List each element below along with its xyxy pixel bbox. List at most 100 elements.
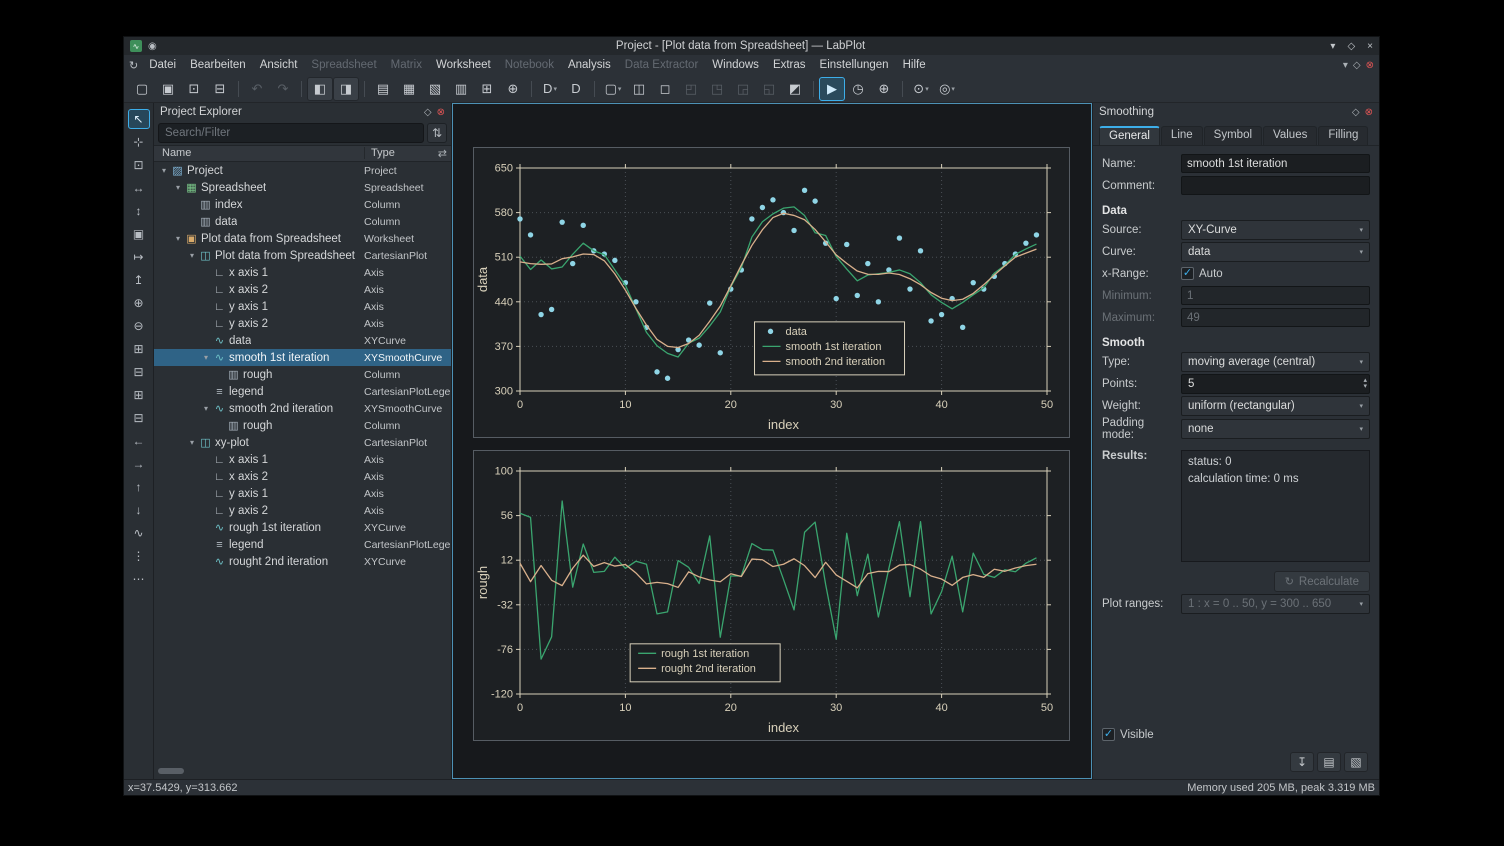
shift-left-x-button[interactable]: ← [128,431,150,451]
menu-analysis[interactable]: Analysis [561,58,618,72]
auto-checkbox[interactable] [1181,267,1194,280]
auto-scale-x-button[interactable]: ↦ [128,247,150,267]
type-combobox[interactable]: moving average (central) ▾ [1181,352,1370,372]
shift-down-y-button[interactable]: ↓ [128,500,150,520]
new-spreadsheet-button[interactable]: ▤ [370,77,396,101]
menu-extras[interactable]: Extras [766,58,813,72]
more-tools-2-button[interactable]: ⋯ [128,569,150,589]
new-live-data-button[interactable]: D [563,77,589,101]
auto-scale-button[interactable]: ▣ [128,224,150,244]
visible-checkbox[interactable] [1102,728,1115,741]
plot-data-chart[interactable]: 01020304050300370440510580650indexdatada… [474,148,1069,437]
tree-row-smooth-2nd-iteration[interactable]: ▾∿smooth 2nd iterationXYSmoothCurve [154,400,451,417]
spin-down-icon[interactable]: ▾ [1363,384,1367,390]
shade-button[interactable]: ▾ [1330,41,1335,52]
toggle-project-explorer-button[interactable]: ◧ [307,77,333,101]
zoom-out-button[interactable]: ⊖ [128,316,150,336]
shift-up-y-button[interactable]: ↑ [128,477,150,497]
new-datapicker-button[interactable]: ⊞ [474,77,500,101]
tree-row-rough-1st-iteration[interactable]: ∿rough 1st iterationXYCurve [154,519,451,536]
scrollbar-thumb[interactable] [158,768,184,774]
zoom-x-select-button[interactable]: ↔ [128,178,150,198]
points-spinbox[interactable]: 5 ▴ ▾ [1181,374,1370,394]
maximize-button[interactable]: ◇ [1347,41,1355,52]
menu-ansicht[interactable]: Ansicht [253,58,305,72]
tree-row-rought-2nd-iteration[interactable]: ∿rought 2nd iterationXYCurve [154,553,451,570]
tab-general[interactable]: General [1099,126,1160,145]
padding-mode-combobox[interactable]: none ▾ [1181,419,1370,439]
tree-row-y-axis-2[interactable]: ∟y axis 2Axis [154,502,451,519]
notebook-dropdown-button[interactable]: D▾ [537,77,563,101]
zoom-select-dropdown-button[interactable]: ▢▾ [600,77,626,101]
tree-row-rough[interactable]: ▥roughColumn [154,417,451,434]
import-data-button[interactable]: ⊕ [500,77,526,101]
more-tools-button[interactable]: ⋮ [128,546,150,566]
horizontal-scrollbar[interactable] [158,768,184,776]
tree-row-x-axis-1[interactable]: ∟x axis 1Axis [154,451,451,468]
fit-width-button[interactable]: ◻ [652,77,678,101]
expander-icon[interactable]: ▾ [200,353,212,362]
menu-worksheet[interactable]: Worksheet [429,58,498,72]
float-panel-icon[interactable]: ◇ [424,107,432,118]
column-config-icon[interactable]: ⇄ [438,147,447,160]
worksheet-view[interactable]: 01020304050300370440510580650indexdatada… [452,103,1092,779]
tree-row-legend[interactable]: ≡legendCartesianPlotLegend [154,383,451,400]
menu-datei[interactable]: Datei [142,58,183,72]
expander-icon[interactable]: ▾ [172,183,184,192]
tree-row-plot-data-from-spreadsheet[interactable]: ▾▣Plot data from SpreadsheetWorksheet [154,230,451,247]
close-button[interactable]: × [1367,41,1373,52]
expander-icon[interactable]: ▾ [186,251,198,260]
cursor-crosshair-button[interactable]: ⊕ [871,77,897,101]
tree-row-y-axis-1[interactable]: ∟y axis 1Axis [154,485,451,502]
print-preview-button[interactable]: ⊟ [207,77,233,101]
tab-filling[interactable]: Filling [1318,126,1368,145]
plot-container-rough[interactable]: 01020304050-120-76-321256100indexroughro… [473,450,1070,741]
pin-icon[interactable]: ◉ [148,41,157,52]
expander-icon[interactable]: ▾ [172,234,184,243]
save-as-template-button[interactable]: ▧ [1344,752,1368,772]
new-matrix-button[interactable]: ▦ [396,77,422,101]
expander-icon[interactable]: ▾ [158,166,170,175]
shift-right-x-button[interactable]: → [128,454,150,474]
weight-combobox[interactable]: uniform (rectangular) ▾ [1181,396,1370,416]
close-panel-icon[interactable]: ⊗ [437,107,445,118]
column-header-type[interactable]: Type [364,147,395,159]
new-worksheet-button[interactable]: ▧ [422,77,448,101]
tab-values[interactable]: Values [1263,126,1317,145]
plot-rough-chart[interactable]: 01020304050-120-76-321256100indexroughro… [474,451,1069,740]
zoom-out-x-button[interactable]: ⊟ [128,362,150,382]
zoom-mode-dropdown-button[interactable]: ⊙▾ [908,77,934,101]
expander-icon[interactable]: ▾ [186,438,198,447]
tree-row-rough[interactable]: ▥roughColumn [154,366,451,383]
tree-row-plot-data-from-spreadsheet[interactable]: ▾◫Plot data from SpreadsheetCartesianPlo… [154,247,451,264]
menu-einstellungen[interactable]: Einstellungen [813,58,896,72]
tree-row-spreadsheet[interactable]: ▾▦SpreadsheetSpreadsheet [154,179,451,196]
history-button[interactable]: ◷ [845,77,871,101]
zoom-in-button[interactable]: ⊕ [128,293,150,313]
menu-hilfe[interactable]: Hilfe [896,58,933,72]
curve-combobox[interactable]: data ▾ [1181,242,1370,262]
toggle-properties-dock-button[interactable]: ◨ [333,77,359,101]
titlebar[interactable]: ∿ ◉ Project - [Plot data from Spreadshee… [124,37,1379,55]
crosshair-cursor-button[interactable]: ⊹ [128,132,150,152]
menu-bearbeiten[interactable]: Bearbeiten [183,58,253,72]
tree-row-xy-plot[interactable]: ▾◫xy-plotCartesianPlot [154,434,451,451]
tree-row-x-axis-2[interactable]: ∟x axis 2Axis [154,468,451,485]
filter-options-icon[interactable]: ⇅ [427,123,447,143]
print-button[interactable]: ⊡ [181,77,207,101]
zoom-out-y-button[interactable]: ⊟ [128,408,150,428]
grid-layout-button[interactable]: ◩ [782,77,808,101]
save-template-button[interactable]: ▤ [1317,752,1341,772]
column-header-name[interactable]: Name [162,147,191,159]
tree-row-y-axis-2[interactable]: ∟y axis 2Axis [154,315,451,332]
presenter-mode-button[interactable]: ▶ [819,77,845,101]
zoom-y-select-button[interactable]: ↕ [128,201,150,221]
tree-row-smooth-1st-iteration[interactable]: ▾∿smooth 1st iterationXYSmoothCurve [154,349,451,366]
cursor-line-button[interactable]: ∿ [128,523,150,543]
expander-icon[interactable]: ▾ [200,404,212,413]
select-cursor-button[interactable]: ↖ [128,109,150,129]
search-input[interactable] [158,123,424,143]
fit-page-button[interactable]: ◫ [626,77,652,101]
source-combobox[interactable]: XY-Curve ▾ [1181,220,1370,240]
open-project-button[interactable]: ▣ [155,77,181,101]
